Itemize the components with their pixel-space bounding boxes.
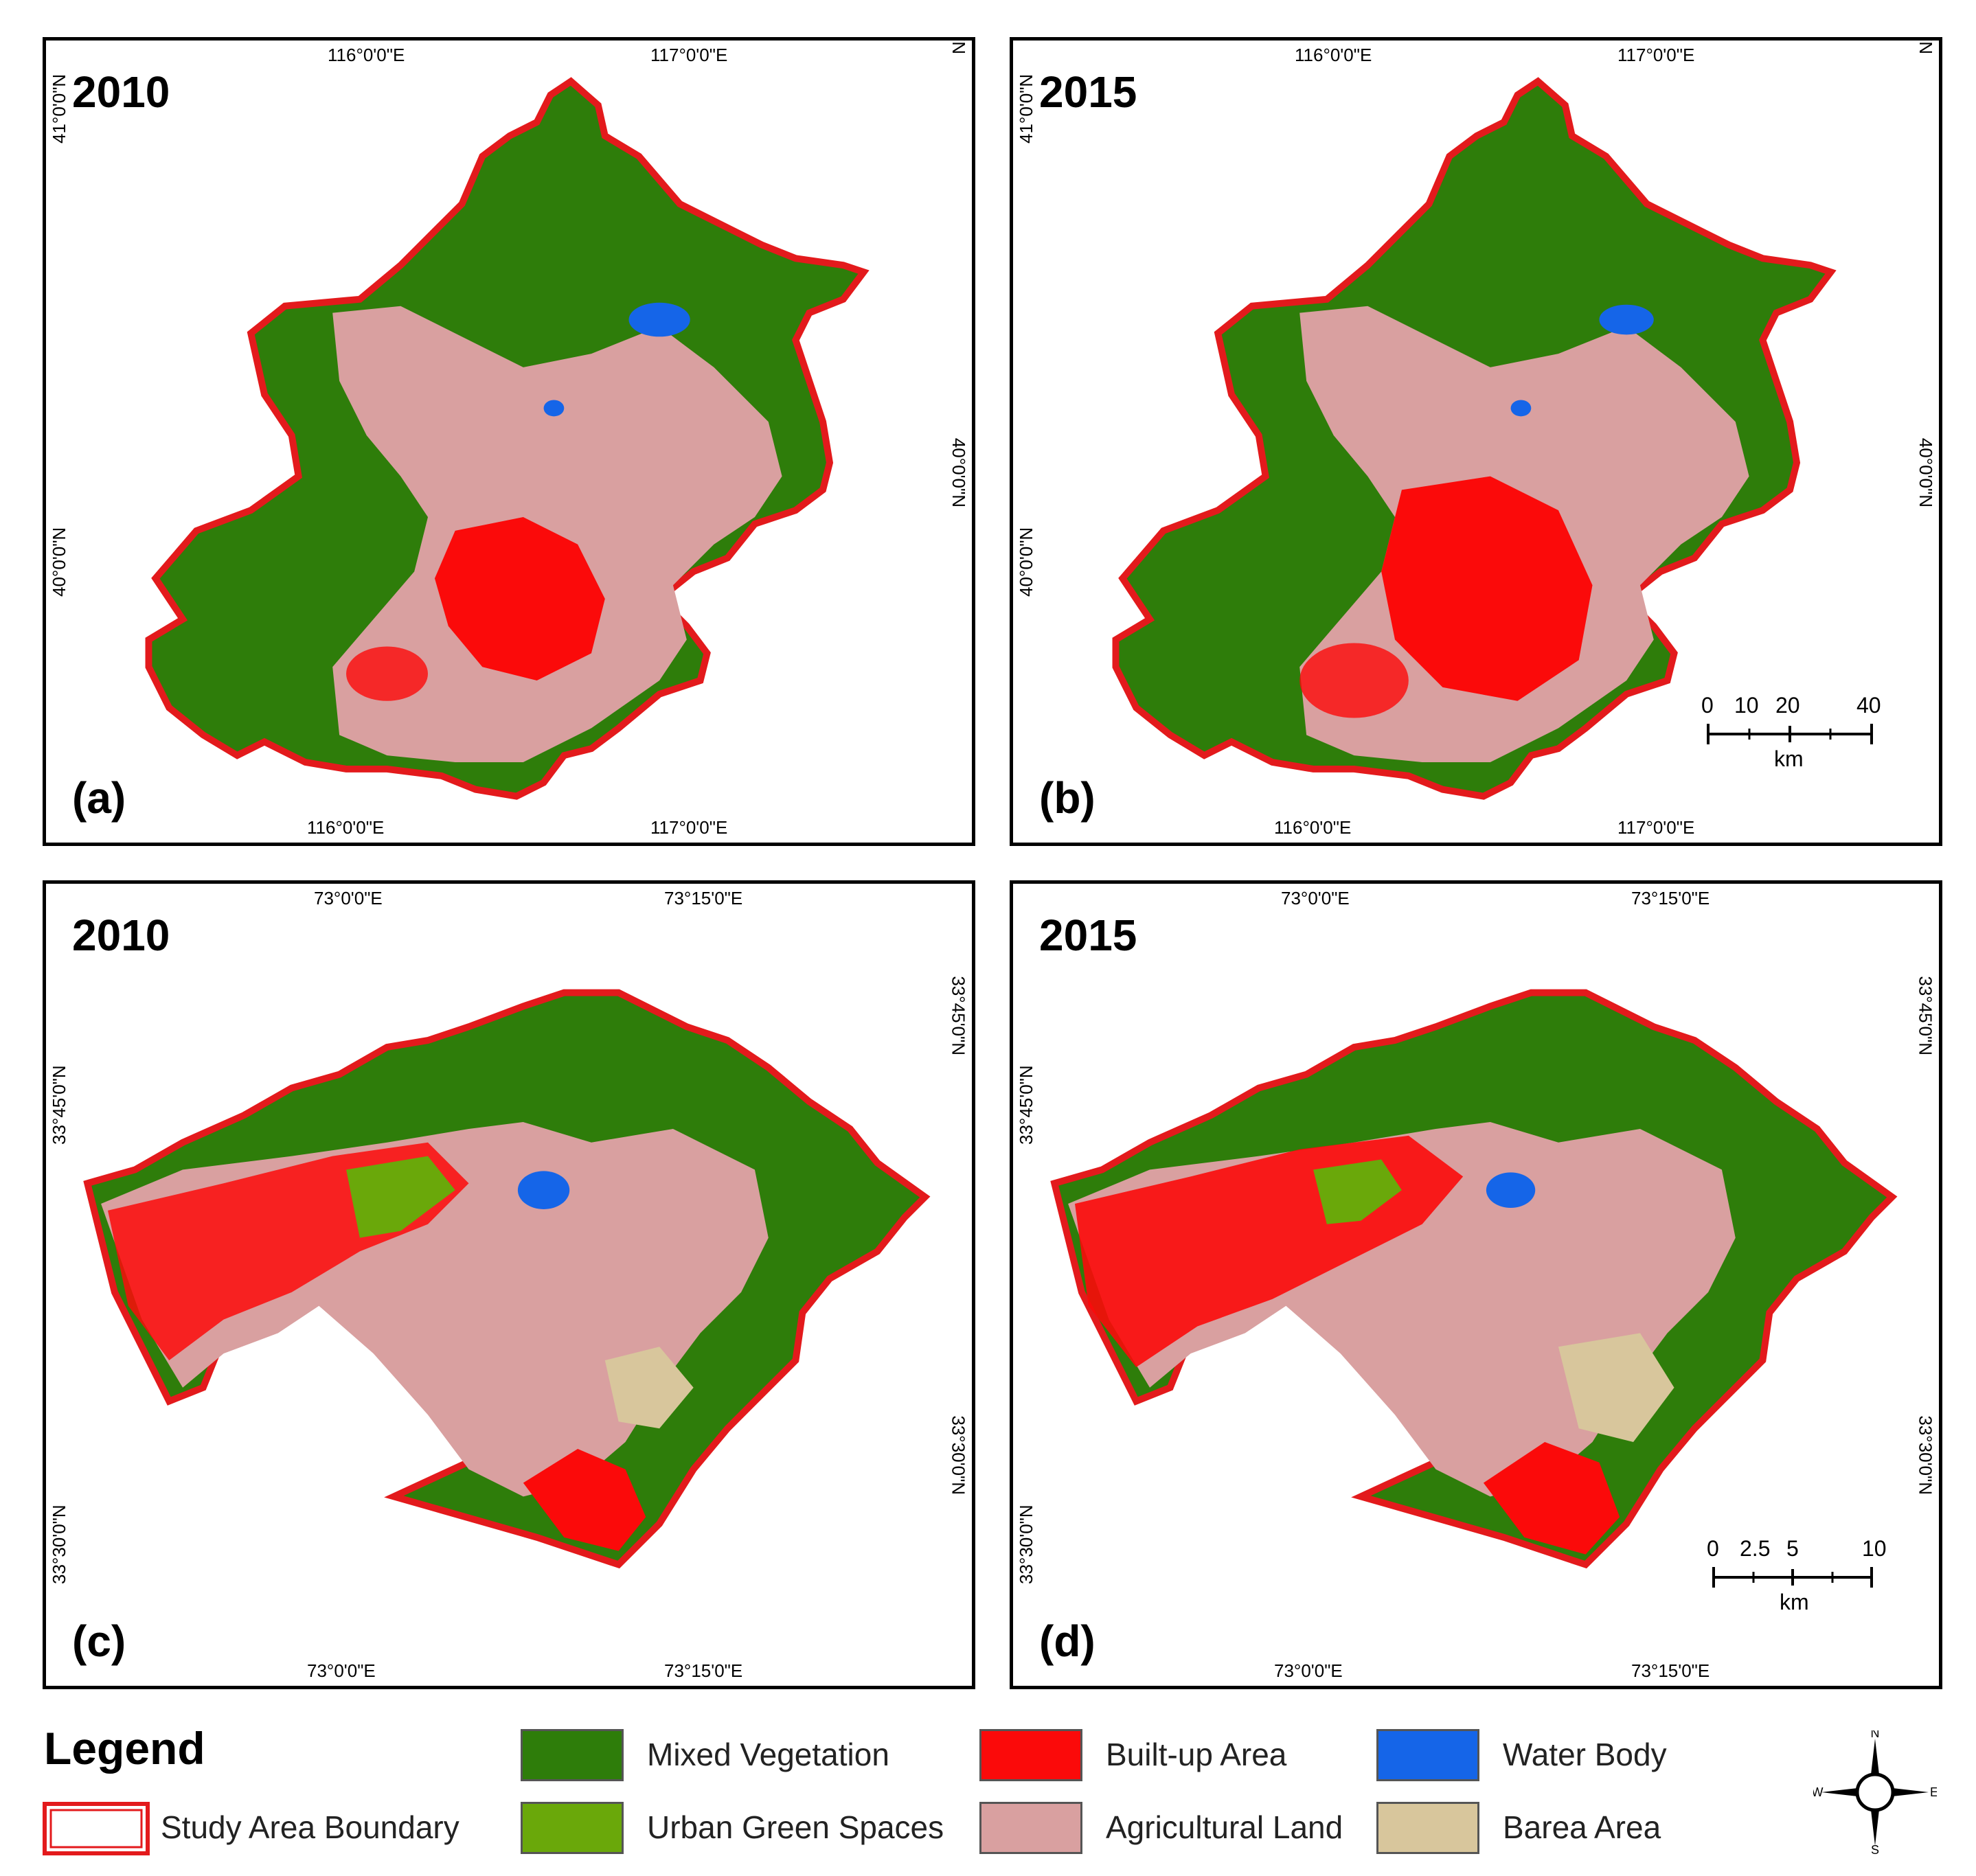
map-panel-b: 2015 (b) 116°0'0"E 117°0'0"E 116°0'0"E 1… bbox=[1010, 37, 1942, 846]
lat-label-right-2: 33°30'0"N bbox=[949, 1415, 969, 1495]
water-body-reservoir bbox=[1599, 304, 1654, 335]
panel-tag: (d) bbox=[1039, 1616, 1095, 1666]
lat-label-right-1: 41°0'0"N bbox=[948, 41, 969, 54]
water-body-small bbox=[1510, 400, 1532, 417]
built-up-patch bbox=[1299, 643, 1409, 718]
legend-label-agricultural-land: Agricultural Land bbox=[1106, 1809, 1343, 1845]
legend-swatch bbox=[1376, 1729, 1479, 1781]
barren-area-patch bbox=[1558, 1333, 1674, 1443]
islamabad-map-2015 bbox=[1050, 989, 1898, 1569]
built-up-core bbox=[1381, 476, 1593, 701]
compass-west-label: W bbox=[1813, 1785, 1824, 1799]
scale-bar-graphic bbox=[1707, 724, 1873, 744]
panel-tag: (b) bbox=[1039, 773, 1095, 823]
beijing-map-2010 bbox=[145, 77, 870, 800]
compass-east-label: E bbox=[1930, 1785, 1937, 1799]
legend-swatch bbox=[521, 1729, 624, 1781]
lon-label-bottom-2: 117°0'0"E bbox=[650, 817, 728, 838]
lon-label-top-1: 73°0'0"E bbox=[314, 888, 383, 908]
map-panel-a: 2010 (a) 116°0'0"E 117°0'0"E 116°0'0"E 1… bbox=[43, 37, 975, 846]
scale-unit: km bbox=[1780, 1590, 1809, 1614]
legend-swatch bbox=[979, 1729, 1082, 1781]
lat-label-right-2: 33°30'0"N bbox=[1916, 1415, 1936, 1495]
scale-tick-label: 5 bbox=[1786, 1536, 1799, 1561]
compass-rose-icon: N S E W bbox=[1813, 1730, 1937, 1854]
legend-label-mixed-vegetation: Mixed Vegetation bbox=[647, 1737, 889, 1772]
scale-bar-graphic bbox=[1712, 1567, 1873, 1588]
legend-title: Legend bbox=[44, 1723, 205, 1774]
lat-label-left-2: 33°30'0"N bbox=[49, 1505, 69, 1584]
legend-label-barren-area: Barea Area bbox=[1503, 1809, 1661, 1845]
map-panel-c: 2010 (c) 73°0'0"E 73°15'0"E 73°0'0"E 73°… bbox=[43, 880, 975, 1689]
panel-year: 2010 bbox=[72, 67, 170, 117]
legend-swatch bbox=[1376, 1802, 1479, 1854]
lat-label-left-2: 40°0'0"N bbox=[1016, 527, 1036, 597]
scale-unit: km bbox=[1774, 746, 1804, 771]
water-body-lake bbox=[517, 1171, 570, 1209]
lat-label-left-1: 41°0'0"N bbox=[49, 73, 69, 144]
lon-label-top-1: 116°0'0"E bbox=[328, 45, 405, 65]
built-up-area-south bbox=[1483, 1442, 1620, 1555]
legend-label-urban-green-spaces: Urban Green Spaces bbox=[647, 1809, 944, 1845]
lat-label-left-1: 41°0'0"N bbox=[1016, 73, 1036, 144]
lon-label-top-2: 73°15'0"E bbox=[664, 888, 743, 908]
legend-swatch bbox=[521, 1802, 624, 1854]
scale-tick-label: 0 bbox=[1707, 1536, 1719, 1561]
scale-tick-label: 10 bbox=[1862, 1536, 1887, 1561]
legend-label-water-body: Water Body bbox=[1503, 1737, 1667, 1772]
legend-label-boundary: Study Area Boundary bbox=[161, 1809, 459, 1845]
lon-label-top-2: 117°0'0"E bbox=[650, 45, 728, 65]
lat-label-right-1: 33°45'0"N bbox=[949, 976, 969, 1055]
water-body-reservoir bbox=[628, 302, 690, 337]
lon-label-bottom-1: 116°0'0"E bbox=[1274, 817, 1352, 838]
scale-bar: 0 10 20 40 km bbox=[1701, 693, 1899, 775]
panel-year: 2015 bbox=[1039, 911, 1137, 960]
lon-label-bottom-2: 73°15'0"E bbox=[1631, 1660, 1710, 1681]
lat-label-right-2: 40°0'0"N bbox=[949, 437, 969, 507]
lat-label-right-2: 40°0'0"N bbox=[1916, 437, 1936, 507]
built-up-patch bbox=[346, 646, 429, 701]
scale-tick-label: 0 bbox=[1701, 693, 1714, 718]
scale-tick-label: 40 bbox=[1856, 693, 1881, 718]
water-body-small bbox=[543, 400, 565, 417]
lon-label-bottom-2: 73°15'0"E bbox=[664, 1660, 743, 1681]
lon-label-bottom-1: 73°0'0"E bbox=[307, 1660, 376, 1681]
compass-south-label: S bbox=[1871, 1843, 1879, 1854]
lon-label-top-2: 117°0'0"E bbox=[1617, 45, 1695, 65]
lon-label-top-1: 73°0'0"E bbox=[1281, 888, 1350, 908]
lon-label-bottom-1: 73°0'0"E bbox=[1274, 1660, 1343, 1681]
panel-tag: (c) bbox=[72, 1616, 126, 1666]
panel-year: 2015 bbox=[1039, 67, 1137, 117]
lon-label-top-1: 116°0'0"E bbox=[1295, 45, 1372, 65]
built-up-core bbox=[434, 517, 605, 681]
compass-north-label: N bbox=[1871, 1730, 1880, 1740]
lat-label-right-1: 41°0'0"N bbox=[1915, 41, 1936, 54]
lat-label-right-1: 33°45'0"N bbox=[1916, 976, 1936, 1055]
barren-area-patch bbox=[604, 1347, 694, 1429]
islamabad-map-2010 bbox=[83, 989, 931, 1569]
scale-tick-label: 2.5 bbox=[1740, 1536, 1771, 1561]
lat-label-left-2: 40°0'0"N bbox=[49, 527, 69, 597]
scale-bar: 0 2.5 5 10 km bbox=[1707, 1536, 1905, 1618]
legend-label-built-up-area: Built-up Area bbox=[1106, 1737, 1287, 1772]
lon-label-bottom-2: 117°0'0"E bbox=[1617, 817, 1695, 838]
agricultural-land-region bbox=[332, 306, 782, 763]
map-panel-d: 2015 (d) 73°0'0"E 73°15'0"E 73°0'0"E 73°… bbox=[1010, 880, 1942, 1689]
panel-year: 2010 bbox=[72, 911, 170, 960]
beijing-map-2015 bbox=[1112, 77, 1837, 800]
lat-label-left-2: 33°30'0"N bbox=[1016, 1505, 1036, 1584]
water-body-lake bbox=[1486, 1172, 1536, 1208]
lon-label-top-2: 73°15'0"E bbox=[1631, 888, 1710, 908]
urban-green-spaces bbox=[1313, 1159, 1402, 1224]
scale-tick-label: 20 bbox=[1775, 693, 1800, 718]
scale-tick-label: 10 bbox=[1734, 693, 1759, 718]
urban-green-spaces bbox=[346, 1156, 455, 1238]
lon-label-bottom-1: 116°0'0"E bbox=[307, 817, 385, 838]
built-up-area-south bbox=[523, 1448, 646, 1551]
legend-swatch bbox=[979, 1802, 1082, 1854]
lat-label-left-1: 33°45'0"N bbox=[1016, 1065, 1036, 1145]
lat-label-left-1: 33°45'0"N bbox=[49, 1065, 69, 1145]
study-area-boundary-swatch bbox=[43, 1802, 150, 1855]
panel-tag: (a) bbox=[72, 773, 126, 823]
